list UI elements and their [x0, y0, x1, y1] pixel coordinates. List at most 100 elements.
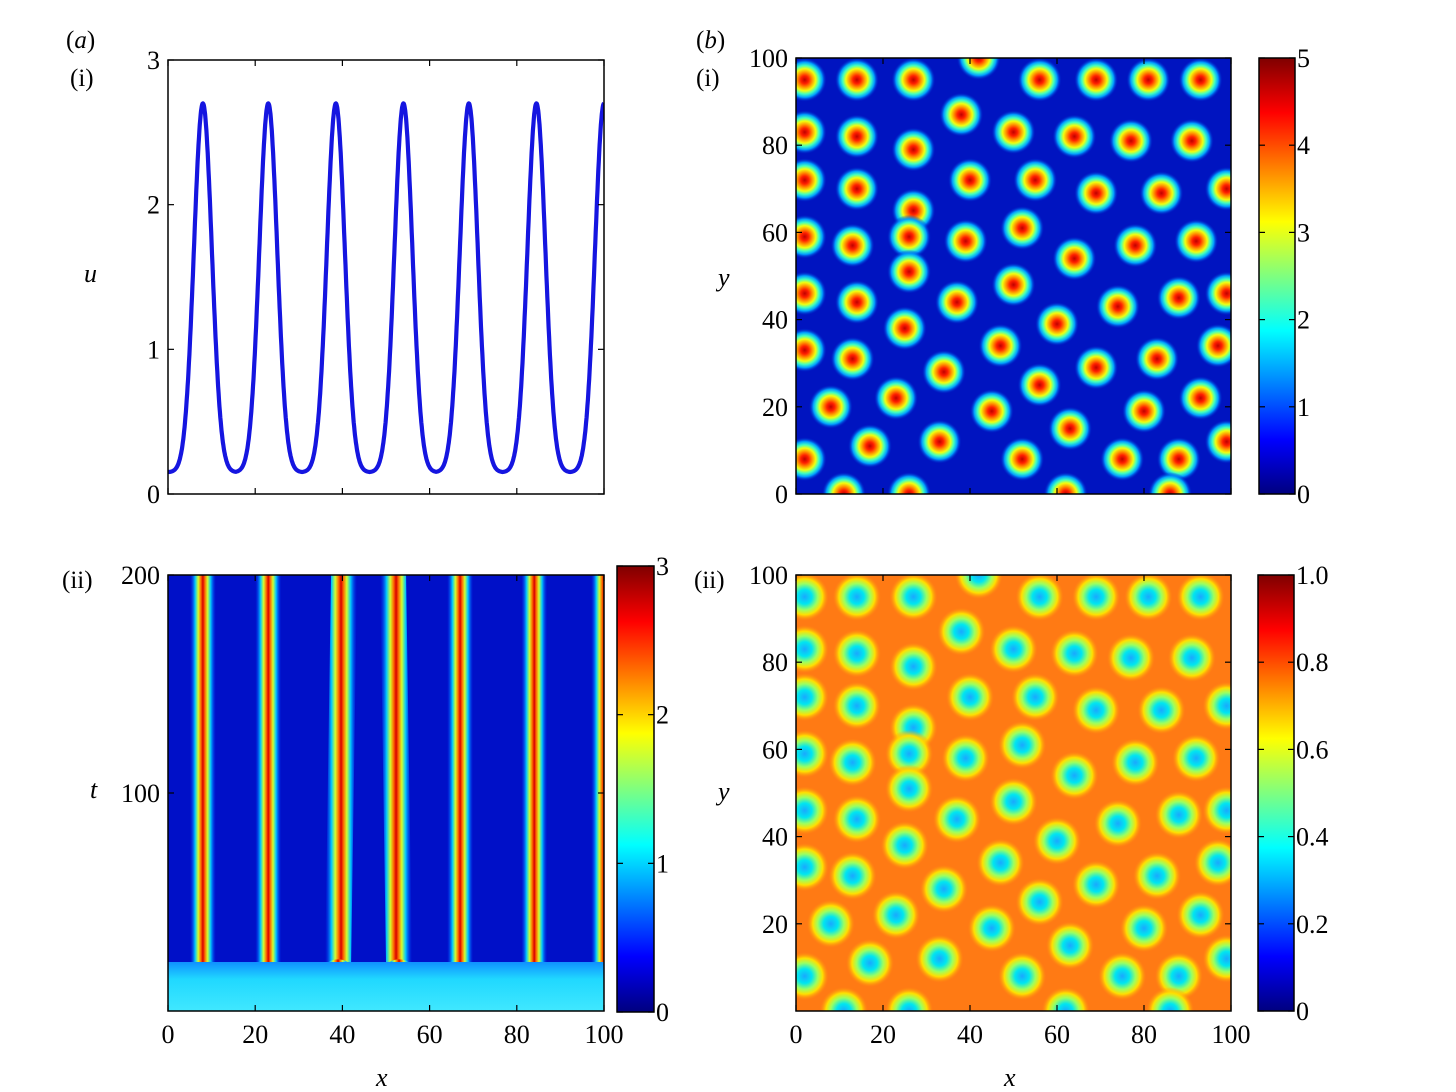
spot-mark: [796, 158, 827, 203]
spot-mark: [937, 607, 986, 656]
axis-title-y-b-i: y: [715, 263, 730, 292]
spot-mark: [1074, 171, 1119, 216]
spot-mark: [830, 336, 875, 381]
stripe-mark: [591, 575, 604, 968]
spot-mark: [1169, 118, 1214, 163]
spot-mark: [1178, 58, 1223, 102]
spot-mark: [796, 786, 829, 835]
x-tick-label: 100: [585, 1020, 624, 1049]
spot-mark: [1100, 437, 1145, 482]
spot-mark: [1050, 751, 1099, 800]
spot-mark: [1035, 301, 1079, 346]
spot-mark: [1135, 336, 1180, 381]
colorbar-tick-label: 0: [656, 998, 669, 1027]
colorbar-tick-label: 0.2: [1296, 910, 1329, 939]
spot-mark: [1011, 673, 1060, 722]
spot-mark: [1202, 934, 1231, 983]
panel-sublabel-b-ii: (ii): [694, 567, 725, 594]
panel-label-a: (a): [66, 27, 95, 54]
spot-mark: [1111, 738, 1160, 787]
spot-mark: [880, 821, 929, 870]
spot-mark: [917, 419, 962, 464]
spot-mark: [1113, 223, 1158, 268]
spot-mark: [796, 214, 827, 259]
spot-mark: [1072, 860, 1121, 909]
spot-mark: [1137, 686, 1186, 735]
spot-mark: [1017, 363, 1062, 407]
spot-mark: [948, 158, 992, 203]
x-tick-label: 40: [957, 1020, 983, 1049]
spot-mark: [1174, 219, 1219, 264]
spot-mark: [889, 642, 938, 691]
spot-mark: [1178, 376, 1223, 421]
spot-mark: [872, 891, 921, 940]
y-tick-label: 40: [762, 823, 788, 852]
spot-mark: [1098, 952, 1147, 1001]
spot-mark: [1133, 851, 1182, 900]
y-tick-label: 100: [749, 44, 788, 73]
spot-mark: [1124, 575, 1173, 621]
spot-mark: [946, 673, 994, 722]
colorbar-tick-label: 5: [1297, 44, 1310, 73]
spot-mark: [1052, 114, 1097, 159]
spot-mark: [887, 472, 932, 494]
spot-mark: [887, 249, 932, 294]
y-tick-label: 60: [762, 218, 788, 247]
chart-b-i: 0 20 40 60 80 100 y 0 1 2 3 4 5: [715, 44, 1310, 509]
spot-mark: [1122, 389, 1166, 434]
spot-mark: [1148, 472, 1193, 494]
spot-mark: [967, 904, 1016, 953]
spot-mark: [1146, 987, 1195, 1011]
spot-mark: [921, 349, 966, 394]
colorbar-b-i: [1259, 58, 1295, 494]
spot-mark: [1072, 686, 1121, 735]
spot-mark: [882, 306, 927, 351]
spot-mark: [1195, 323, 1231, 368]
spot-mark: [998, 952, 1047, 1001]
spot-mark: [1108, 118, 1153, 163]
x-tick-label: 20: [870, 1020, 896, 1049]
x-tick-label: 40: [329, 1020, 355, 1049]
spot-mark: [1154, 790, 1203, 839]
stripe-mark: [521, 575, 548, 968]
y-tick-label: 20: [762, 393, 788, 422]
spot-mark: [885, 987, 934, 1011]
x-tick-label: 80: [504, 1020, 530, 1049]
spot-mark: [832, 629, 881, 678]
spot-mark: [1202, 681, 1231, 730]
spot-mark: [1000, 437, 1045, 482]
spot-mark: [1000, 206, 1045, 251]
spot-mark: [887, 214, 932, 259]
spot-mark: [1172, 734, 1221, 783]
spot-mark: [991, 110, 1036, 155]
spot-mark: [954, 575, 1003, 599]
spot-mark: [1139, 171, 1184, 216]
colorbar-tick-label: 0: [1296, 997, 1309, 1026]
spot-mark: [976, 838, 1025, 887]
spot-mark: [989, 625, 1038, 674]
x-tick-label: 0: [162, 1020, 175, 1049]
spot-mark: [1046, 921, 1095, 970]
stripe-mark: [325, 575, 358, 968]
spot-mark: [796, 673, 829, 722]
spot-mark: [991, 262, 1036, 307]
spot-mark: [1048, 406, 1093, 451]
spot-mark: [796, 575, 829, 621]
spot-mark: [1106, 633, 1155, 682]
spot-mark: [891, 127, 936, 172]
spot-mark: [847, 424, 892, 469]
spot-mark: [796, 952, 829, 1001]
spot-mark: [934, 280, 979, 325]
spot-mark: [1015, 878, 1064, 926]
spot-mark: [1015, 575, 1064, 621]
y-tick-label: 100: [749, 561, 788, 590]
panel-label-b: (b): [696, 27, 725, 54]
axis-title-t: t: [90, 775, 98, 804]
y-tick-label: 60: [762, 735, 788, 764]
y-tick-label: 200: [121, 561, 160, 590]
spot-mark: [1120, 904, 1168, 953]
spot-mark: [1156, 437, 1201, 482]
axis-title-x-b: x: [1003, 1063, 1016, 1092]
spot-mark: [1041, 987, 1090, 1011]
